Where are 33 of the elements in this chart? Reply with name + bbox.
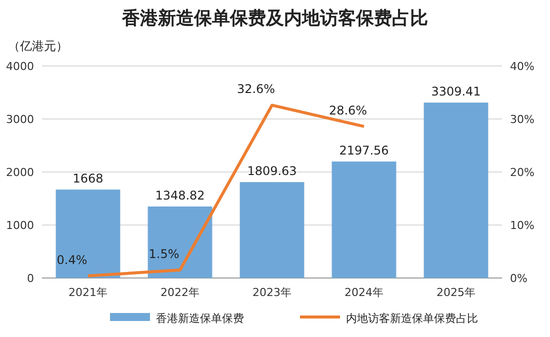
data-label: 1668	[72, 172, 104, 186]
y-axis-title: （亿港元）	[8, 39, 68, 53]
y2-tick-label: 10%	[510, 219, 534, 232]
data-label: 1348.82	[155, 188, 205, 203]
y2-tick-label: 0%	[510, 272, 528, 285]
bar	[424, 102, 488, 278]
y-tick-label: 4000	[6, 60, 34, 73]
x-tick-label: 2025年	[436, 286, 476, 299]
x-tick-label: 2021年	[68, 286, 108, 299]
data-label: 3309.41	[431, 84, 481, 99]
chart-title: 香港新造保单保费及内地访客保费占比	[121, 8, 428, 29]
y2-tick-label: 30%	[510, 113, 534, 126]
x-tick-label: 2022年	[160, 286, 200, 299]
bar	[240, 182, 304, 278]
y-tick-label: 0	[27, 272, 34, 285]
y2-tick-label: 40%	[510, 60, 534, 73]
y-tick-label: 3000	[6, 113, 34, 126]
data-label: 2197.56	[339, 144, 389, 158]
y2-tick-label: 20%	[510, 166, 534, 179]
data-label: 1.5%	[148, 247, 180, 262]
y-tick-label: 2000	[6, 166, 34, 179]
data-label: 1809.63	[247, 164, 297, 178]
legend-label: 香港新造保单保费	[156, 312, 244, 325]
y-tick-label: 1000	[6, 219, 34, 232]
data-label: 28.6%	[328, 103, 368, 118]
data-label: 0.4%	[56, 252, 88, 267]
bar	[148, 206, 212, 278]
bar	[332, 162, 396, 278]
x-tick-label: 2024年	[344, 286, 384, 299]
bar	[56, 190, 120, 278]
x-tick-label: 2023年	[252, 286, 292, 299]
data-label: 32.6%	[236, 82, 276, 96]
legend-label: 内地访客新造保单保费占比	[346, 312, 478, 325]
